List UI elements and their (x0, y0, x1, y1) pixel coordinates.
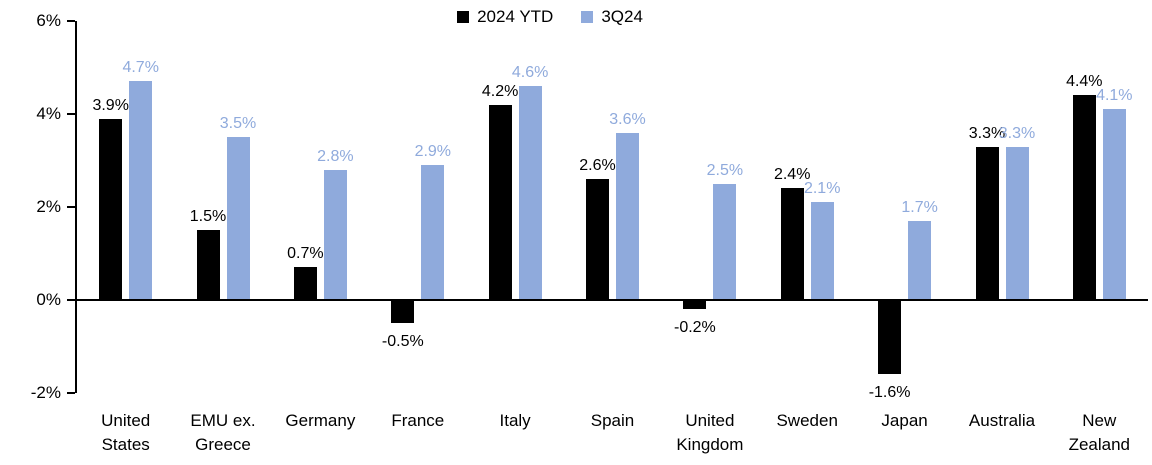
value-label-3q24: 2.8% (317, 147, 354, 165)
bar-3q24 (129, 81, 153, 300)
category-label-france: France (391, 411, 445, 430)
value-label-3q24: 4.7% (122, 59, 159, 77)
bar-3q24 (616, 132, 639, 300)
value-label-2024-ytd: 1.5% (189, 208, 227, 226)
bar-3q24 (421, 165, 445, 300)
category-label-italy: Italy (499, 411, 531, 430)
value-label-2024-ytd: 4.2% (481, 82, 519, 100)
legend-label: 2024 YTD (477, 7, 554, 26)
y-axis-tick-label: 4% (36, 104, 61, 123)
y-axis-tick (67, 206, 75, 208)
y-axis-tick (67, 20, 75, 22)
value-label-2024-ytd: -0.5% (381, 333, 424, 351)
category-label-germany: Germany (285, 411, 356, 430)
bar-2024-ytd (975, 146, 999, 300)
value-label-2024-ytd: 2.4% (773, 166, 811, 184)
bar-2024-ytd (99, 118, 123, 300)
category-label-new-zealand: New Zealand (1068, 411, 1131, 454)
legend-swatch-2024-ytd (457, 11, 470, 23)
bar-2024-ytd (780, 188, 804, 300)
category-label-japan: Japan (881, 411, 928, 430)
value-label-3q24: 4.1% (1096, 87, 1133, 105)
value-label-2024-ytd: 4.4% (1066, 73, 1103, 91)
bar-2024-ytd (586, 179, 609, 300)
category-label-emu-ex-greece: EMU ex. Greece (190, 411, 256, 454)
legend-label: 3Q24 (601, 7, 643, 26)
bar-2024-ytd (1072, 95, 1096, 300)
y-axis-tick-label: 0% (36, 290, 61, 309)
value-label-2024-ytd: 3.9% (92, 96, 129, 114)
category-label-united-kingdom: United Kingdom (676, 411, 744, 454)
bar-3q24 (810, 202, 834, 300)
y-axis-tick (67, 113, 75, 115)
bar-3q24 (713, 183, 737, 301)
value-label-3q24: 4.6% (511, 64, 549, 82)
category-label-australia: Australia (968, 411, 1036, 430)
bar-3q24 (323, 169, 347, 300)
legend-swatch-3q24 (581, 11, 594, 23)
category-label-sweden: Sweden (776, 411, 838, 430)
value-label-2024-ytd: -1.6% (868, 384, 911, 402)
category-label-spain: Spain (590, 411, 635, 430)
legend-item-3q24: 3Q24 (581, 7, 643, 27)
category-label-united-states: United States (101, 411, 151, 454)
value-label-3q24: 3.3% (998, 124, 1036, 142)
y-axis-tick-label: 2% (36, 197, 61, 216)
value-label-3q24: 3.5% (219, 115, 257, 133)
y-axis-tick (67, 299, 75, 301)
bar-3q24 (1005, 146, 1029, 300)
value-label-2024-ytd: 2.6% (579, 157, 616, 175)
y-axis-tick-label: 6% (36, 11, 61, 30)
bar-2024-ytd (293, 267, 317, 300)
chart-legend: 2024 YTD 3Q24 (0, 7, 1100, 27)
bar-3q24 (226, 137, 250, 301)
bar-2024-ytd (878, 300, 902, 375)
value-label-2024-ytd: -0.2% (673, 319, 716, 337)
value-label-3q24: 3.6% (609, 110, 646, 128)
bar-2024-ytd (683, 300, 707, 310)
y-axis-tick-label: -2% (30, 383, 61, 402)
bar-2024-ytd (488, 104, 512, 300)
x-axis-line (77, 299, 1148, 301)
value-label-2024-ytd: 0.7% (287, 245, 324, 263)
y-axis (75, 21, 77, 393)
bar-3q24 (908, 220, 932, 300)
bar-2024-ytd (196, 230, 220, 301)
y-axis-tick (67, 392, 75, 394)
value-label-3q24: 2.1% (803, 180, 841, 198)
value-label-3q24: 1.7% (901, 198, 938, 216)
value-label-2024-ytd: 3.3% (968, 124, 1006, 142)
bar-3q24 (518, 86, 542, 300)
bar-2024-ytd (391, 300, 415, 324)
bar-3q24 (1102, 109, 1126, 300)
legend-item-2024-ytd: 2024 YTD (457, 7, 553, 27)
value-label-3q24: 2.5% (706, 161, 744, 179)
value-label-3q24: 2.9% (414, 143, 452, 161)
